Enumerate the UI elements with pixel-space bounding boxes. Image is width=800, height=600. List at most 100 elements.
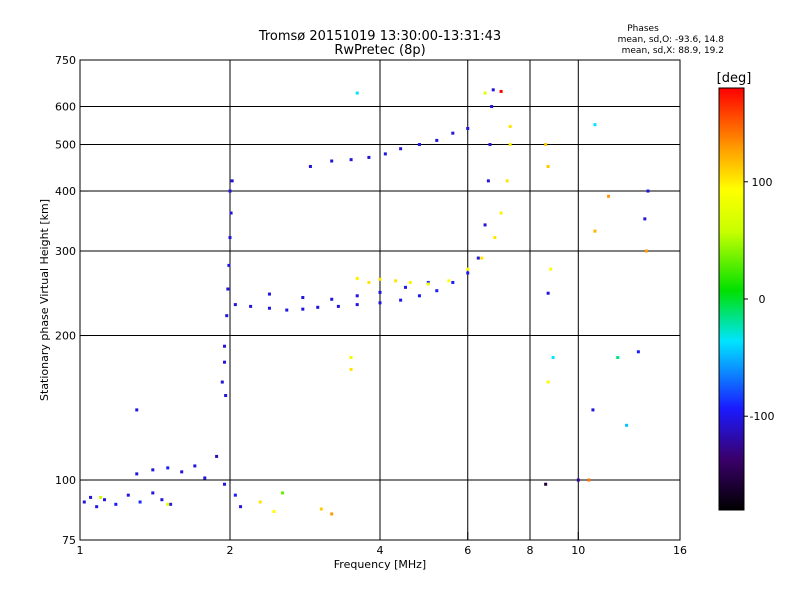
scatter-point — [625, 423, 629, 427]
scatter-point — [223, 360, 227, 364]
scatter-point — [493, 236, 497, 240]
scatter-point — [135, 472, 139, 476]
scatter-point — [546, 380, 550, 384]
scatter-point — [417, 294, 421, 298]
scatter-point — [95, 505, 99, 509]
scatter-point — [285, 308, 289, 312]
scatter-point — [546, 164, 550, 168]
scatter-point — [490, 105, 494, 109]
scatter-point — [349, 355, 353, 359]
scatter-point — [330, 297, 334, 301]
chart-title: Tromsø 20151019 13:30:00-13:31:43 — [258, 29, 501, 44]
scatter-point — [349, 367, 353, 371]
scatter-point — [227, 263, 231, 267]
stats-heading: Phases — [627, 24, 659, 34]
scatter-point — [267, 306, 271, 310]
scatter-point — [447, 279, 451, 283]
scatter-point — [499, 211, 503, 215]
scatter-point — [151, 491, 155, 495]
scatter-point — [488, 143, 492, 147]
scatter-point — [403, 285, 407, 289]
scatter-point — [169, 502, 173, 506]
colorbar-tick-label: 0 — [759, 293, 766, 306]
scatter-point — [220, 380, 224, 384]
scatter-point — [466, 267, 470, 271]
scatter-point — [233, 493, 237, 497]
scatter-point — [483, 223, 487, 227]
scatter-point — [225, 314, 229, 318]
y-tick-label: 200 — [55, 330, 76, 343]
scatter-point — [336, 304, 340, 308]
scatter-point — [426, 280, 430, 284]
scatter-point — [399, 298, 403, 302]
x-tick-label: 6 — [464, 544, 471, 557]
x-tick-label: 4 — [377, 544, 384, 557]
scatter-point — [544, 482, 548, 486]
scatter-point — [138, 500, 142, 504]
scatter-point — [319, 507, 323, 511]
scatter-point — [226, 287, 230, 291]
scatter-point — [349, 158, 353, 162]
y-tick-label: 100 — [55, 474, 76, 487]
scatter-point — [180, 470, 184, 474]
scatter-point — [151, 468, 155, 472]
scatter-point — [576, 478, 580, 482]
scatter-point — [466, 126, 470, 130]
scatter-point — [103, 498, 107, 502]
scatter-point — [378, 301, 382, 305]
scatter-point — [551, 355, 555, 359]
scatter-point — [499, 89, 503, 93]
scatter-point — [549, 267, 553, 271]
scatter-point — [258, 500, 262, 504]
scatter-point — [480, 256, 484, 260]
scatter-point — [508, 125, 512, 129]
scatter-point — [233, 303, 237, 307]
scatter-point — [476, 256, 480, 260]
scatter-point — [408, 280, 412, 284]
scatter-point — [451, 280, 455, 284]
scatter-point — [203, 476, 207, 480]
chart-subtitle: RwPretec (8p) — [334, 43, 425, 58]
scatter-point — [451, 131, 455, 135]
scatter-point — [644, 249, 648, 253]
scatter-point — [267, 292, 271, 296]
y-tick-label: 750 — [55, 54, 76, 67]
scatter-point — [126, 493, 130, 497]
colorbar — [718, 87, 745, 511]
x-axis-ticks: 1 2 4 6 8 10 16 — [77, 532, 687, 557]
scatter-point — [435, 138, 439, 142]
scatter-point — [486, 179, 490, 183]
x-axis-label: Frequency [MHz] — [334, 558, 426, 571]
scatter-point — [378, 290, 382, 294]
scatter-point — [593, 229, 597, 233]
scatter-point — [607, 194, 611, 198]
scatter-point — [330, 512, 334, 516]
scatter-point — [301, 307, 305, 311]
y-tick-label: 500 — [55, 139, 76, 152]
y-axis-ticks: 75 100 200 300 400 500 600 750 — [55, 54, 88, 547]
scatter-point — [383, 152, 387, 156]
scatter-point — [89, 495, 93, 499]
scatter-point — [223, 344, 227, 348]
colorbar-tick-label: -100 — [750, 410, 775, 423]
scatter-point — [355, 91, 359, 95]
stats-line-o: mean, sd,O: -93.6, 14.8 — [618, 35, 725, 45]
scatter-point — [417, 143, 421, 147]
y-tick-label: 600 — [55, 101, 76, 114]
stats-line-x: mean, sd,X: 88.9, 19.2 — [622, 46, 724, 56]
scatter-point — [355, 294, 359, 298]
scatter-point — [229, 211, 233, 215]
scatter-point — [466, 271, 470, 275]
scatter-point — [636, 350, 640, 354]
x-tick-label: 1 — [77, 544, 84, 557]
grid-lines — [80, 60, 680, 540]
scatter-point — [593, 123, 597, 127]
scatter-point — [239, 505, 243, 509]
scatter-point — [308, 164, 312, 168]
scatter-point — [508, 143, 512, 147]
y-tick-label: 300 — [55, 245, 76, 258]
y-tick-label: 400 — [55, 185, 76, 198]
scatter-point — [193, 464, 197, 468]
scatter-point — [166, 502, 170, 506]
x-tick-label: 2 — [227, 544, 234, 557]
